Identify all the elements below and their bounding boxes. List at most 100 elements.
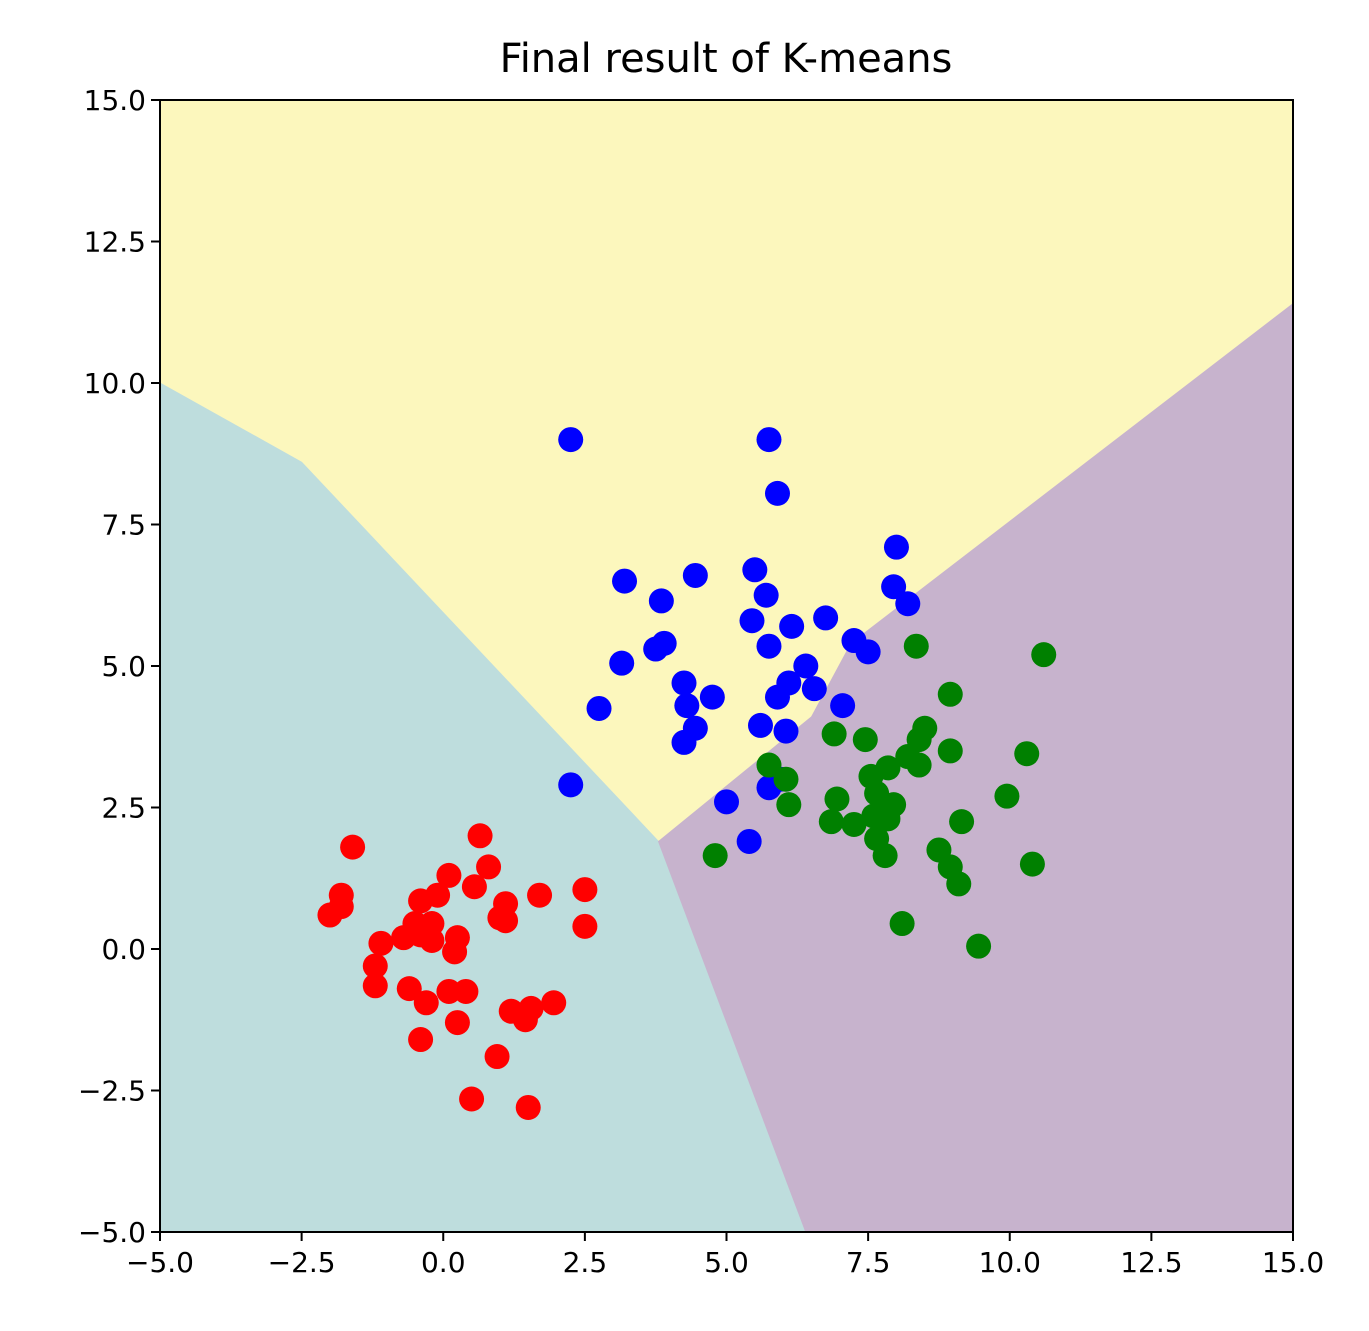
- x-tick-label-2: 0.0: [421, 1246, 466, 1279]
- scatter-point-s2-31: [1019, 851, 1045, 877]
- scatter-point-s2-13: [895, 744, 921, 770]
- scatter-point-s2-16: [824, 786, 850, 812]
- scatter-point-s0-38: [572, 913, 598, 939]
- scatter-point-s2-27: [872, 843, 898, 869]
- scatter-point-s0-26: [459, 1086, 485, 1112]
- y-tick-label-8: 15.0: [84, 84, 146, 117]
- scatter-point-s0-37: [572, 877, 598, 903]
- scatter-point-s0-30: [493, 908, 519, 934]
- scatter-point-s1-4: [742, 557, 768, 583]
- scatter-point-s0-4: [368, 930, 394, 956]
- scatter-point-s0-0: [340, 834, 366, 860]
- x-tick-label-3: 2.5: [563, 1246, 608, 1279]
- scatter-point-s0-5: [362, 953, 388, 979]
- scatter-point-s2-25: [994, 783, 1020, 809]
- scatter-point-s0-20: [444, 925, 470, 951]
- scatter-point-s1-25: [699, 684, 725, 710]
- y-tick-label-5: 7.5: [101, 509, 146, 542]
- data-points: [317, 427, 1057, 1120]
- y-tick-label-3: 2.5: [101, 792, 146, 825]
- scatter-point-s1-6: [682, 562, 708, 588]
- scatter-point-s0-36: [515, 1094, 541, 1120]
- scatter-point-s1-0: [558, 427, 584, 453]
- scatter-point-s2-22: [818, 809, 844, 835]
- y-tick-label-4: 5.0: [101, 650, 146, 683]
- y-tick-label-6: 10.0: [84, 367, 146, 400]
- scatter-point-s1-3: [883, 534, 909, 560]
- scatter-point-s2-6: [821, 721, 847, 747]
- scatter-point-s1-24: [674, 693, 700, 719]
- x-axis: −5.0 −2.5 0.0 2.5 5.0 7.5 10.0 12.5 15.0: [126, 1232, 1324, 1279]
- scatter-point-s1-2: [764, 480, 790, 506]
- scatter-point-s1-35: [558, 772, 584, 798]
- scatter-point-s1-1: [756, 427, 782, 453]
- scatter-point-s0-33: [518, 995, 544, 1021]
- y-tick-label-7: 12.5: [84, 226, 146, 259]
- scatter-point-s0-23: [461, 874, 487, 900]
- scatter-point-s2-14: [1014, 741, 1040, 767]
- x-tick-label-0: −5.0: [126, 1246, 194, 1279]
- scatter-point-s0-21: [444, 1010, 470, 1036]
- scatter-point-s1-16: [756, 633, 782, 659]
- scatter-point-s0-16: [419, 928, 445, 954]
- scatter-point-s1-23: [671, 670, 697, 696]
- x-tick-label-8: 15.0: [1262, 1246, 1324, 1279]
- x-tick-label-7: 12.5: [1120, 1246, 1182, 1279]
- y-tick-label-0: −5.0: [78, 1216, 146, 1249]
- scatter-point-s2-19: [776, 792, 802, 818]
- scatter-point-s0-22: [453, 978, 479, 1004]
- scatter-point-s1-8: [648, 588, 674, 614]
- x-tick-label-4: 5.0: [704, 1246, 749, 1279]
- scatter-point-s0-3: [317, 902, 343, 928]
- scatter-point-s0-12: [413, 990, 439, 1016]
- scatter-point-s2-7: [852, 727, 878, 753]
- scatter-point-s1-22: [801, 676, 827, 702]
- scatter-point-s0-6: [362, 973, 388, 999]
- decision-regions: [159, 99, 1294, 1233]
- scatter-point-s2-21: [875, 806, 901, 832]
- scatter-point-s0-17: [436, 862, 462, 888]
- x-tick-label-5: 7.5: [846, 1246, 891, 1279]
- scatter-point-s2-2: [937, 681, 963, 707]
- chart-title: Final result of K-means: [500, 36, 953, 82]
- scatter-point-s1-13: [779, 613, 805, 639]
- scatter-point-s1-30: [671, 729, 697, 755]
- scatter-point-s1-12: [813, 605, 839, 631]
- scatter-point-s2-24: [949, 809, 975, 835]
- scatter-point-s1-15: [651, 630, 677, 656]
- scatter-point-s2-8: [756, 752, 782, 778]
- scatter-point-s2-1: [1031, 642, 1057, 668]
- y-axis: −5.0 −2.5 0.0 2.5 5.0 7.5 10.0 12.5 15.0: [78, 84, 160, 1249]
- scatter-point-s0-8: [396, 976, 422, 1002]
- scatter-point-s2-30: [946, 871, 972, 897]
- scatter-point-s1-9: [881, 574, 907, 600]
- scatter-point-s2-9: [773, 766, 799, 792]
- scatter-point-s1-20: [793, 653, 819, 679]
- scatter-point-s2-32: [702, 843, 728, 869]
- scatter-point-s1-31: [747, 712, 773, 738]
- x-tick-label-1: −2.5: [268, 1246, 336, 1279]
- scatter-point-s1-18: [855, 639, 881, 665]
- scatter-point-s1-36: [714, 789, 739, 815]
- y-tick-label-1: −2.5: [78, 1075, 146, 1108]
- scatter-point-s1-27: [830, 693, 856, 719]
- y-tick-label-2: 0.0: [101, 933, 146, 966]
- scatter-point-s1-10: [895, 591, 921, 617]
- scatter-point-s2-0: [903, 633, 929, 659]
- scatter-point-s1-5: [753, 582, 779, 608]
- scatter-point-s1-11: [739, 608, 765, 634]
- scatter-point-s2-33: [889, 911, 915, 937]
- scatter-point-s1-32: [773, 718, 799, 744]
- scatter-point-s2-34: [966, 933, 992, 959]
- scatter-point-s2-23: [841, 811, 867, 837]
- x-tick-label-6: 10.0: [979, 1246, 1041, 1279]
- scatter-point-s1-37: [736, 828, 762, 854]
- scatter-point-s2-5: [937, 738, 963, 764]
- scatter-point-s1-28: [586, 695, 612, 721]
- scatter-point-s0-35: [541, 990, 567, 1016]
- scatter-point-s0-34: [527, 882, 553, 908]
- scatter-point-s1-26: [764, 684, 790, 710]
- scatter-point-s0-25: [476, 854, 502, 880]
- scatter-point-s1-19: [609, 650, 635, 676]
